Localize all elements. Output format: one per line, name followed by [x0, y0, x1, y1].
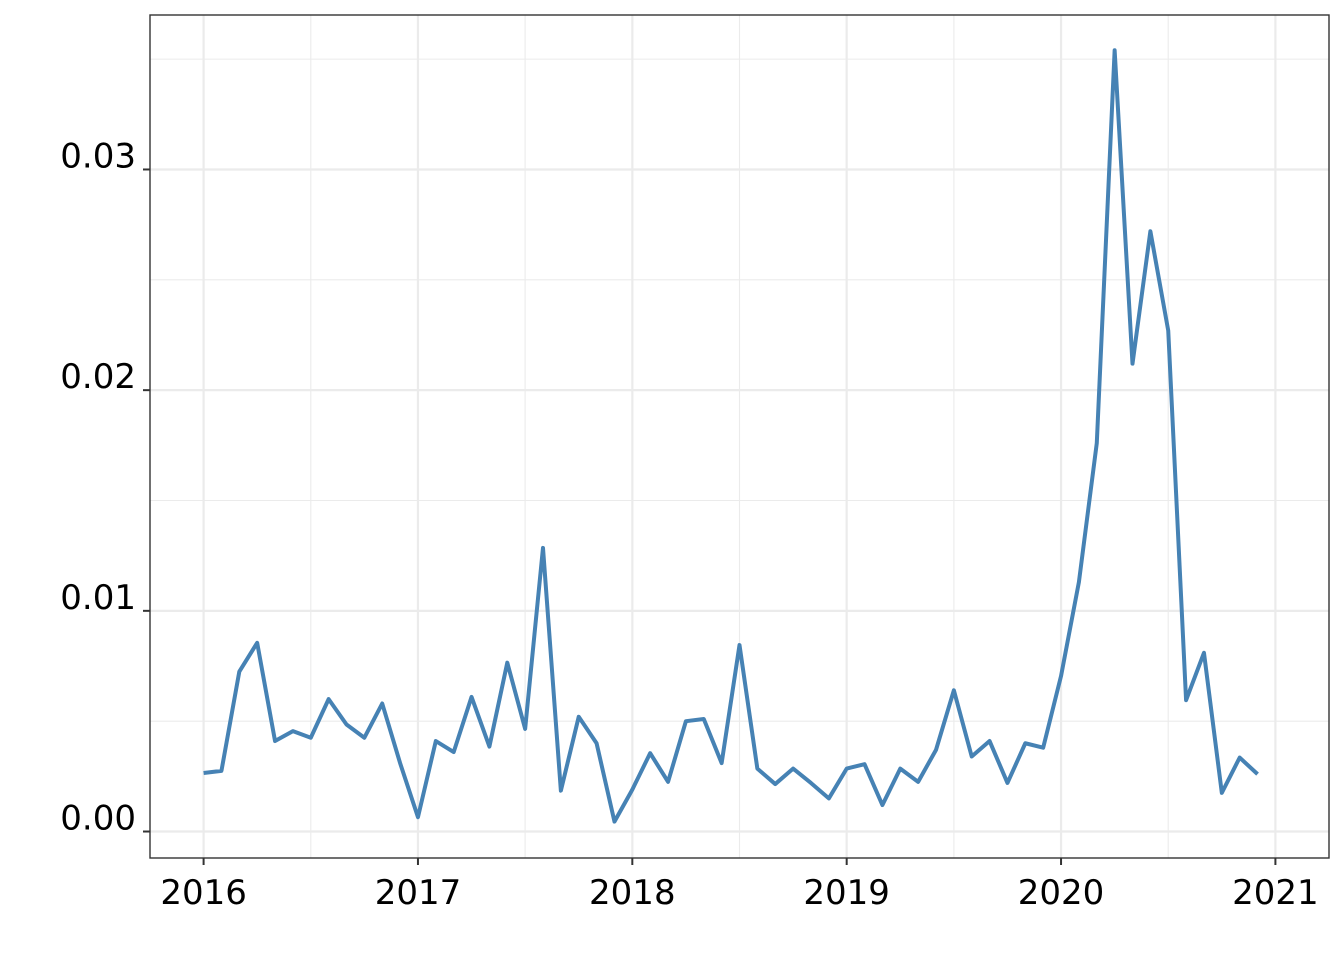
y-tick-label: 0.01 [60, 578, 136, 618]
x-tick-label: 2016 [160, 873, 247, 913]
y-tick-label: 0.03 [60, 136, 136, 176]
series-line-1 [203, 48, 1259, 824]
major-gridlines [150, 15, 1329, 858]
axis-tick-marks [143, 168, 1277, 865]
x-axis-tick-labels: 2016 2017 2018 2019 2020 2021 [160, 873, 1318, 913]
minor-gridlines [150, 15, 1329, 858]
plot-panel-border [149, 14, 1330, 859]
y-axis-tick-labels: 0.00 0.01 0.02 0.03 [60, 136, 136, 838]
series-layer [203, 48, 1259, 824]
x-tick-label: 2017 [375, 873, 462, 913]
x-tick-label: 2020 [1018, 873, 1105, 913]
y-tick-label: 0.00 [60, 799, 136, 839]
x-tick-label: 2021 [1232, 873, 1319, 913]
y-tick-label: 0.02 [60, 357, 136, 397]
x-tick-label: 2018 [589, 873, 676, 913]
x-tick-label: 2019 [803, 873, 890, 913]
